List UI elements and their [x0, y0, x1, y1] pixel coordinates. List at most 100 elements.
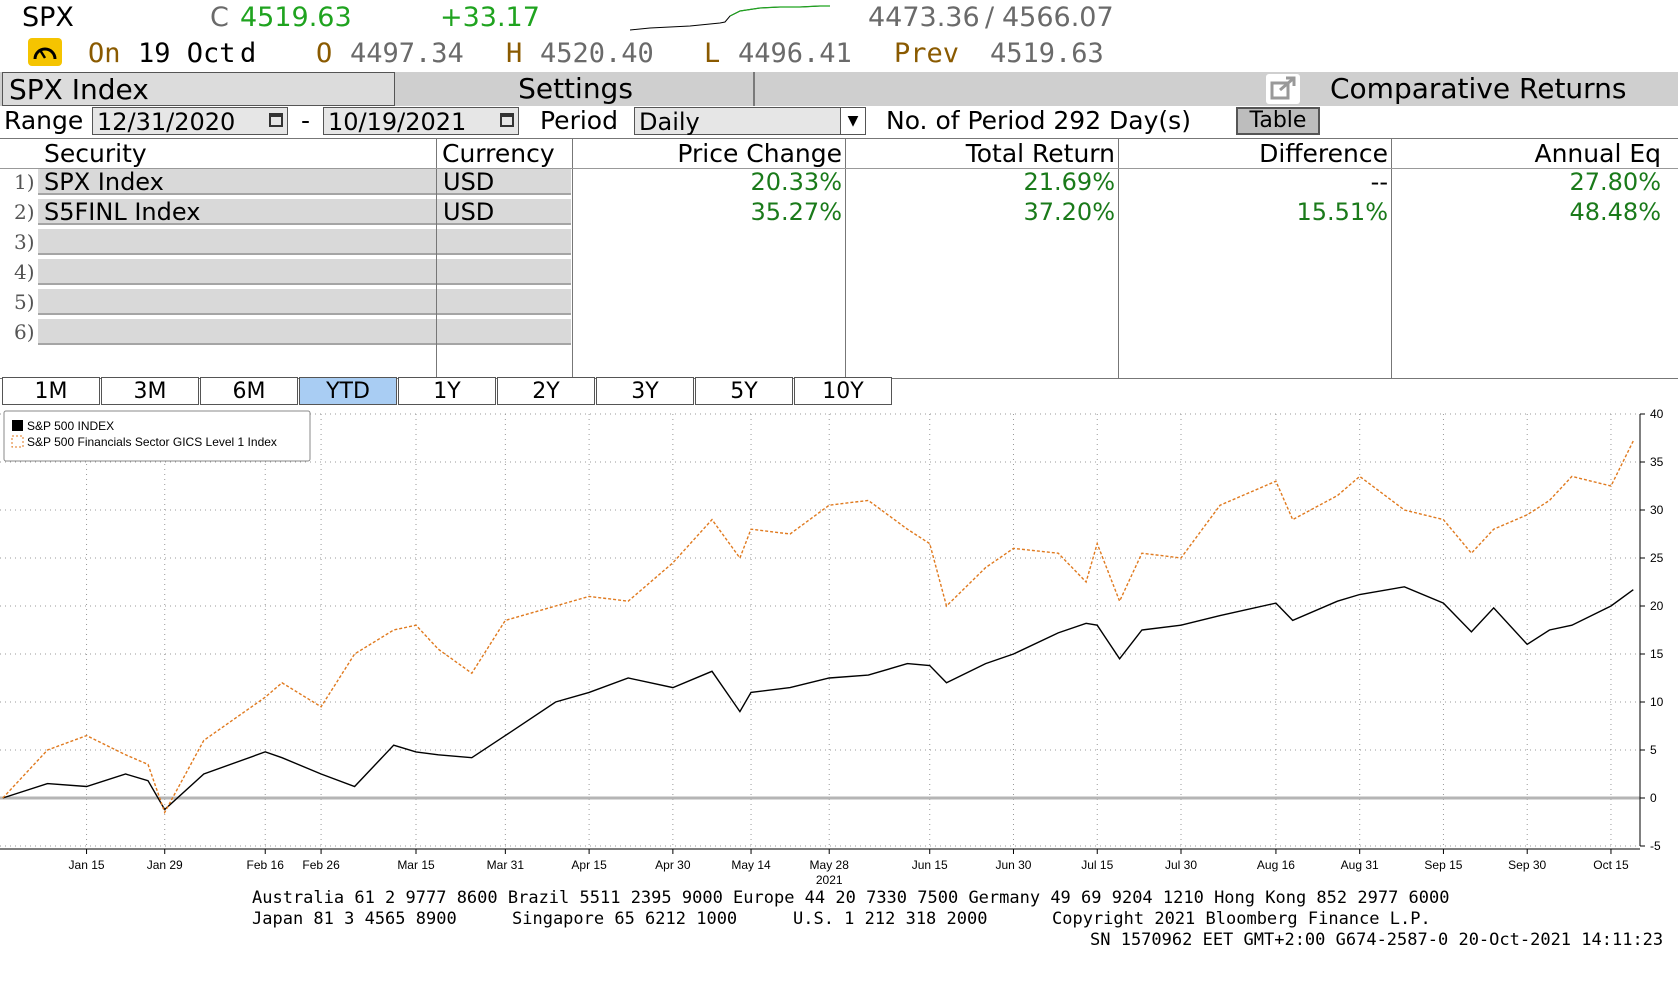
y-tick-label: 25	[1650, 551, 1664, 565]
chevron-down-icon[interactable]: ▼	[840, 108, 865, 134]
settings-button[interactable]: Settings	[398, 72, 755, 106]
header-total-return: Total Return	[965, 139, 1115, 168]
returns-table: Security Currency Price Change Total Ret…	[0, 138, 1678, 379]
x-tick-label: Jan 15	[69, 858, 105, 872]
chart-series	[2, 440, 1634, 815]
security-cell[interactable]	[38, 259, 436, 285]
currency-cell[interactable]: USD	[437, 199, 571, 225]
x-tick-label: Jun 15	[912, 858, 948, 872]
x-tick-label: Sep 15	[1424, 858, 1462, 872]
y-axis: -5 0 5 10 15 20 25 30 35 40	[1639, 407, 1664, 853]
function-title-bar: SPX Index Settings Comparative Returns	[0, 72, 1678, 106]
x-tick-label: Apr 15	[571, 858, 607, 872]
x-tick-label: Feb 16	[247, 858, 285, 872]
security-cell[interactable]	[38, 229, 436, 255]
chart-legend: S&P 500 INDEX S&P 500 Financials Sector …	[3, 410, 311, 462]
currency-cell[interactable]	[437, 229, 571, 255]
range-label: Range	[4, 106, 84, 135]
high-value: 4520.40	[540, 38, 654, 69]
intraday-sparkline	[630, 5, 830, 31]
calendar-icon[interactable]	[500, 113, 514, 127]
close-label: C	[210, 2, 229, 33]
currency-cell[interactable]: USD	[437, 169, 571, 195]
x-tick-label: Jun 30	[995, 858, 1031, 872]
footer-singapore: Singapore 65 6212 1000	[512, 909, 738, 929]
y-tick-label: 20	[1650, 599, 1664, 613]
period-count: No. of Period 292 Day(s)	[886, 106, 1191, 135]
net-change: +33.17	[440, 2, 540, 33]
on-label: On	[88, 38, 121, 69]
annual-eq-value: 48.48%	[1569, 198, 1661, 226]
row-number: 2)	[14, 200, 35, 224]
security-cell[interactable]	[38, 289, 436, 315]
range-dash: -	[301, 106, 311, 135]
day-range-sep: /	[985, 2, 995, 33]
open-label: O	[316, 38, 333, 69]
header-annual-eq: Annual Eq	[1534, 139, 1661, 168]
y-tick-label: 15	[1650, 647, 1664, 661]
day-range-high: 4566.07	[1002, 2, 1114, 33]
security-cell[interactable]: SPX Index	[38, 169, 436, 195]
footer-copyright: Copyright 2021 Bloomberg Finance L.P.	[1052, 909, 1431, 929]
footer-session: SN 1570962 EET GMT+2:00 G674-2587-0 20-O…	[1090, 930, 1664, 950]
range-start-value: 12/31/2020	[97, 108, 236, 136]
footer-contacts-line1: Australia 61 2 9777 8600 Brazil 5511 239…	[252, 888, 1450, 908]
tab-3y[interactable]: 3Y	[596, 377, 694, 405]
export-icon[interactable]	[1266, 74, 1300, 104]
price-change-value: 35.27%	[750, 198, 842, 226]
row-number: 6)	[14, 320, 35, 344]
gauge-icon[interactable]	[28, 38, 62, 66]
low-label: L	[704, 38, 721, 69]
security-cell[interactable]	[38, 319, 436, 345]
security-field[interactable]: SPX Index	[2, 72, 395, 106]
total-return-value: 21.69%	[1023, 168, 1115, 196]
tab-5y[interactable]: 5Y	[695, 377, 793, 405]
prev-label: Prev	[894, 38, 960, 69]
currency-cell[interactable]	[437, 319, 571, 345]
y-tick-label: 30	[1650, 503, 1664, 517]
row-number: 3)	[14, 230, 35, 254]
period-select[interactable]: Daily ▼	[634, 107, 866, 136]
price-change-value: 20.33%	[750, 168, 842, 196]
header-security: Security	[44, 139, 147, 168]
ticker: SPX	[22, 2, 74, 33]
security-cell[interactable]: S5FINL Index	[38, 199, 436, 225]
tab-3m[interactable]: 3M	[101, 377, 199, 405]
close-price: 4519.63	[240, 2, 352, 33]
y-tick-label: 5	[1650, 743, 1657, 757]
header-difference: Difference	[1259, 139, 1388, 168]
tab-2y[interactable]: 2Y	[497, 377, 595, 405]
tab-ytd[interactable]: YTD	[299, 377, 397, 405]
currency-cell[interactable]	[437, 289, 571, 315]
x-tick-label: Sep 30	[1508, 858, 1546, 872]
y-tick-label: -5	[1650, 839, 1661, 853]
x-tick-label: Jul 15	[1081, 858, 1113, 872]
comparative-returns-chart[interactable]: -5 0 5 10 15 20 25 30 35 40 Jan 15 Jan 29 Feb 16 Feb…	[0, 406, 1678, 886]
footer-us: U.S. 1 212 318 2000	[793, 909, 988, 929]
legend-swatch-finl	[11, 435, 24, 448]
range-end-field[interactable]: 10/19/2021	[323, 107, 519, 136]
table-button[interactable]: Table	[1236, 107, 1320, 135]
header-currency: Currency	[442, 139, 555, 168]
row-number: 1)	[14, 170, 35, 194]
range-start-field[interactable]: 12/31/2020	[92, 107, 288, 136]
annual-eq-value: 27.80%	[1569, 168, 1661, 196]
legend-swatch-spx	[12, 420, 23, 431]
tab-1y[interactable]: 1Y	[398, 377, 496, 405]
x-tick-label: May 14	[731, 858, 771, 872]
x-tick-label: Jul 30	[1165, 858, 1197, 872]
total-return-value: 37.20%	[1023, 198, 1115, 226]
currency-cell[interactable]	[437, 259, 571, 285]
tab-6m[interactable]: 6M	[200, 377, 298, 405]
x-tick-label: Aug 16	[1257, 858, 1295, 872]
calendar-icon[interactable]	[269, 113, 283, 127]
legend-label-spx: S&P 500 INDEX	[27, 419, 114, 433]
series-line-finl	[2, 440, 1634, 815]
quote-date: 19 Oct	[138, 38, 236, 69]
tab-1m[interactable]: 1M	[2, 377, 100, 405]
x-tick-label: Mar 15	[397, 858, 435, 872]
series-line-spx	[2, 586, 1634, 811]
footer-japan: Japan 81 3 4565 8900	[252, 909, 457, 929]
tab-10y[interactable]: 10Y	[794, 377, 892, 405]
x-axis: Jan 15 Jan 29 Feb 16 Feb 26 Mar 15 Mar 31 Apr …	[0, 848, 1640, 886]
